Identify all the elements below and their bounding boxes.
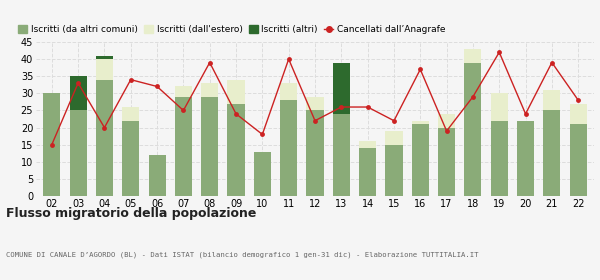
Bar <box>464 49 481 62</box>
Bar <box>359 141 376 148</box>
Bar <box>254 151 271 196</box>
Text: Flusso migratorio della popolazione: Flusso migratorio della popolazione <box>6 207 256 220</box>
Bar <box>385 131 403 145</box>
Bar <box>201 97 218 196</box>
Bar <box>333 114 350 196</box>
Bar <box>96 59 113 80</box>
Bar <box>149 155 166 196</box>
Bar <box>359 148 376 196</box>
Bar <box>175 87 192 97</box>
Bar <box>307 110 323 196</box>
Bar <box>227 104 245 196</box>
Bar <box>412 124 429 196</box>
Bar <box>438 128 455 196</box>
Bar <box>544 110 560 196</box>
Bar <box>280 83 297 100</box>
Bar <box>70 110 86 196</box>
Bar <box>122 121 139 196</box>
Bar <box>227 80 245 104</box>
Bar <box>491 121 508 196</box>
Bar <box>412 121 429 124</box>
Bar <box>280 100 297 196</box>
Bar <box>96 80 113 196</box>
Bar <box>438 114 455 128</box>
Bar <box>175 97 192 196</box>
Bar <box>517 121 534 196</box>
Bar <box>307 97 323 110</box>
Bar <box>569 124 587 196</box>
Bar <box>569 104 587 124</box>
Bar <box>70 76 86 110</box>
Bar <box>43 93 61 196</box>
Bar <box>333 62 350 114</box>
Text: COMUNE DI CANALE D’AGORDO (BL) - Dati ISTAT (bilancio demografico 1 gen-31 dic) : COMUNE DI CANALE D’AGORDO (BL) - Dati IS… <box>6 252 479 258</box>
Bar <box>385 145 403 196</box>
Bar <box>122 107 139 121</box>
Bar <box>491 93 508 121</box>
Bar <box>96 56 113 59</box>
Legend: Iscritti (da altri comuni), Iscritti (dall'estero), Iscritti (altri), Cancellati: Iscritti (da altri comuni), Iscritti (da… <box>18 25 445 34</box>
Bar <box>464 62 481 196</box>
Bar <box>201 83 218 97</box>
Bar <box>544 90 560 110</box>
